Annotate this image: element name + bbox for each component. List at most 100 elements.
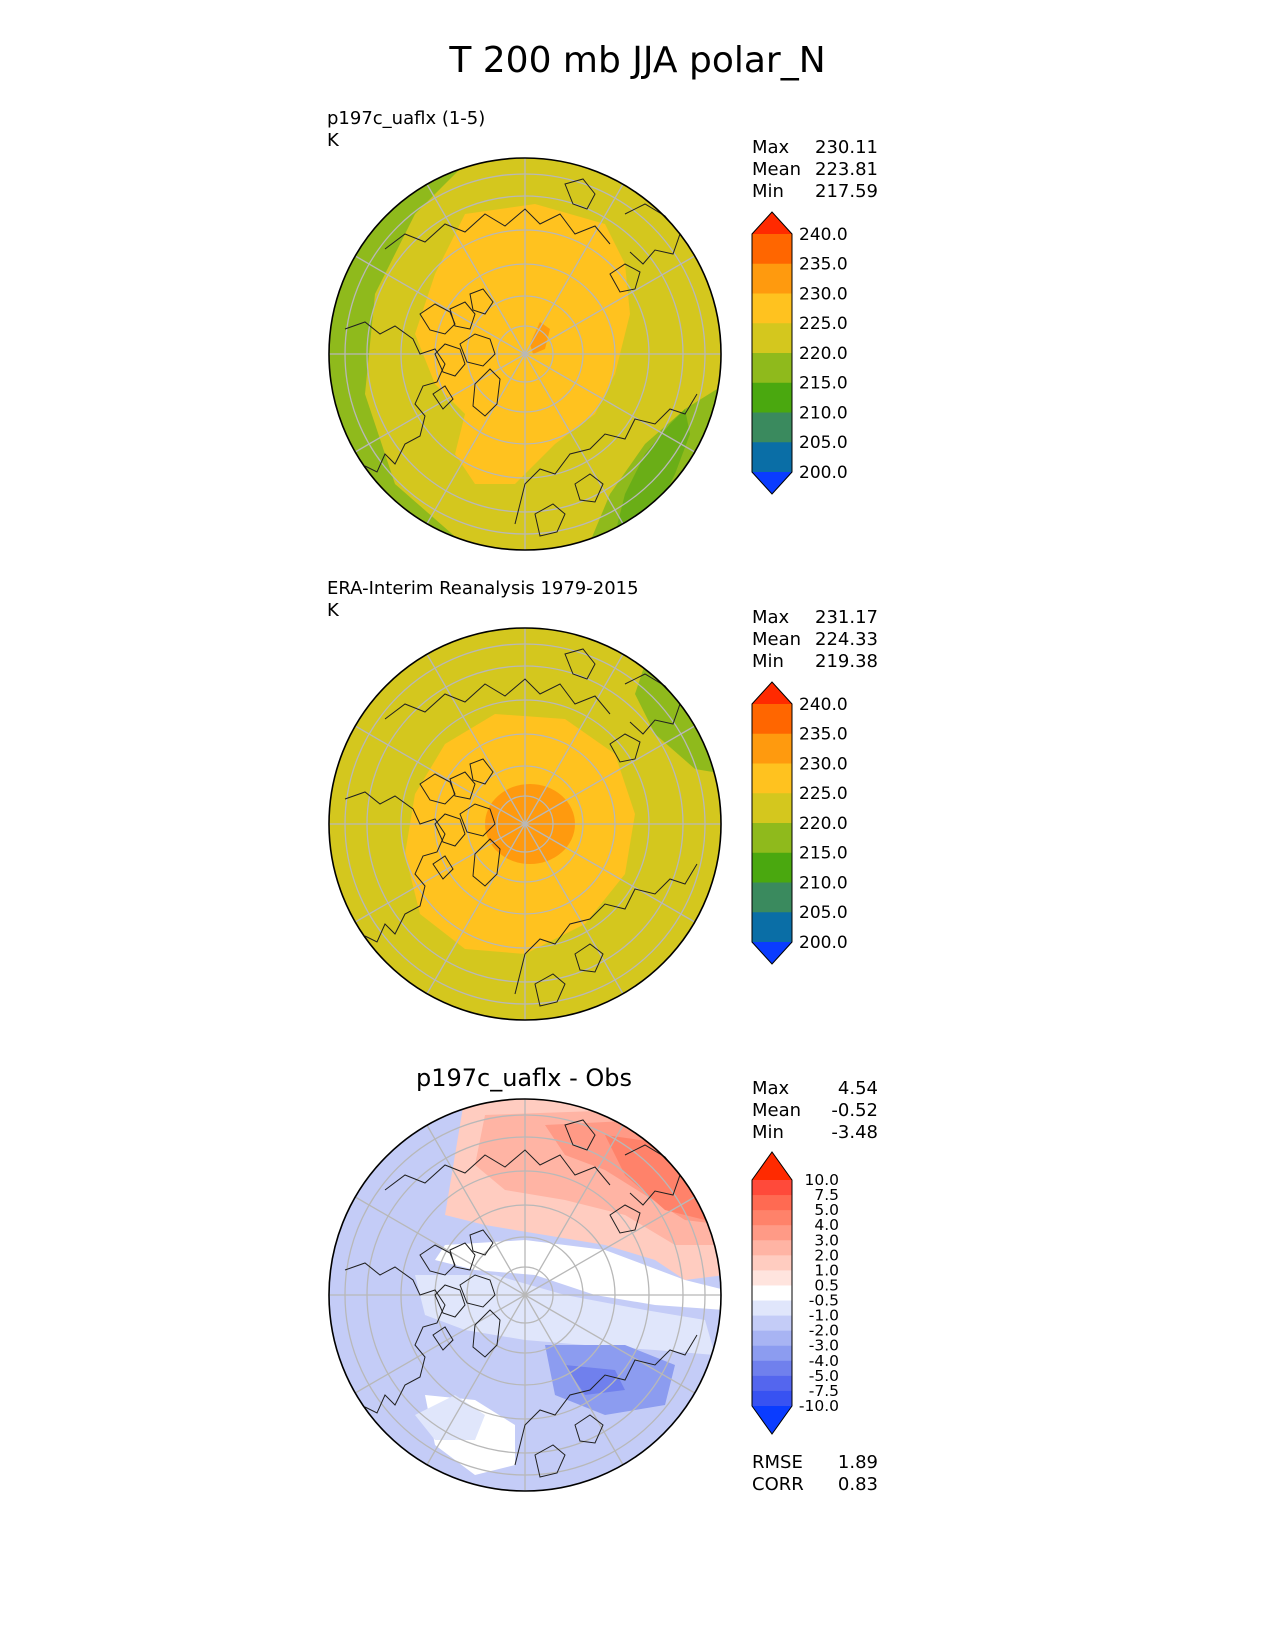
colorbar1-tick-label: 205.0	[799, 433, 848, 453]
colorbar1-segment	[752, 263, 792, 294]
colorbar1-extend-bottom	[752, 472, 792, 494]
colorbar1-tick-label: 230.0	[799, 284, 848, 304]
panel2-stats: Max 231.17 Mean 224.33 Min 219.38	[752, 607, 878, 673]
panel3-stat-mean: Mean -0.52	[752, 1100, 878, 1121]
colorbar1-segment	[752, 234, 792, 265]
colorbar3-tick-label: 3.0	[814, 1231, 839, 1249]
panel1-stat-max: Max 230.11	[752, 137, 878, 158]
graticule	[329, 628, 721, 1020]
colorbar3-extend-top	[752, 1152, 792, 1180]
colorbar2-segment	[752, 704, 792, 735]
colorbar3-segment	[752, 1345, 792, 1362]
colorbar2-tick-label: 200.0	[799, 933, 848, 953]
colorbar3-tick-label: -10.0	[799, 1397, 839, 1415]
colorbar3-tick-label: -3.0	[809, 1337, 839, 1355]
colorbar3-tick-label: 2.0	[814, 1246, 839, 1264]
field-225-230	[415, 204, 630, 484]
colorbar1-tick-label: 225.0	[799, 314, 848, 334]
colorbar2-segment	[752, 733, 792, 764]
colorbar2-extend-bottom	[752, 942, 792, 964]
colorbar1-extend-top	[752, 212, 792, 234]
colorbar2-tick-label: 220.0	[799, 814, 848, 834]
colorbar3-segment	[752, 1375, 792, 1392]
panel3-rmse: RMSE 1.89	[752, 1452, 878, 1473]
colorbar3-segment	[752, 1210, 792, 1226]
graticule	[329, 1099, 721, 1491]
panel2-colorbar: 240.0 235.0 230.0 225.0 220.0 215.0 210.0 205.0…	[751, 681, 848, 965]
panel1-polar-map	[328, 157, 722, 551]
coastlines	[344, 1119, 698, 1478]
colorbar3-tick-label: 10.0	[804, 1171, 839, 1189]
colorbar3-tick-label: 7.5	[814, 1186, 839, 1204]
panel3-polar-map	[328, 1098, 722, 1492]
colorbar1-tick-label: 215.0	[799, 374, 848, 394]
panel2-stat-mean: Mean 224.33	[752, 629, 878, 650]
panel3-colorbar: 10.07.55.04.03.02.01.00.5-0.5-1.0-2.0-3.…	[751, 1151, 839, 1435]
map-boundary	[328, 1098, 722, 1492]
colorbar2-tick-label: 235.0	[799, 725, 848, 745]
colorbar2-segment	[752, 823, 792, 854]
colorbar1-tick-label: 200.0	[799, 463, 848, 483]
colorbar3-segment	[752, 1240, 792, 1256]
colorbar1-segment	[752, 412, 792, 443]
colorbar2-segment	[752, 912, 792, 943]
colorbar3-tick-label: -7.5	[809, 1382, 839, 1400]
panel3-metrics: RMSE 1.89 CORR 0.83	[752, 1452, 878, 1496]
colorbar1-segment	[752, 353, 792, 384]
field-230-235	[530, 322, 550, 354]
colorbar1-tick-label: 210.0	[799, 403, 848, 423]
colorbar3-segment	[752, 1225, 792, 1241]
colorbar2-tick-label: 210.0	[799, 873, 848, 893]
panel1-case-name: p197c_uaflx (1-5)	[327, 108, 486, 129]
panel2-units: K	[327, 600, 339, 621]
colorbar1-segment	[752, 323, 792, 354]
panel1-units: K	[327, 130, 339, 151]
panel3-stat-max: Max 4.54	[752, 1078, 878, 1099]
colorbar3-tick-label: 1.0	[814, 1261, 839, 1279]
colorbar3-segment	[752, 1180, 792, 1196]
colorbar2-segment	[752, 763, 792, 794]
colorbar3-segment	[752, 1285, 792, 1302]
map-boundary	[328, 627, 722, 1021]
colorbar3-segment	[752, 1390, 792, 1407]
colorbar3-segment	[752, 1270, 792, 1286]
colorbar3-segment	[752, 1315, 792, 1332]
panel2-obs-name: ERA-Interim Reanalysis 1979-2015	[327, 578, 639, 599]
map-boundary	[328, 157, 722, 551]
panel2-stat-min: Min 219.38	[752, 651, 878, 672]
panel2-label: ERA-Interim Reanalysis 1979-2015 K	[327, 578, 639, 622]
panel3-corr: CORR 0.83	[752, 1474, 878, 1495]
colorbar1-segment	[752, 293, 792, 324]
colorbar2-tick-label: 230.0	[799, 754, 848, 774]
colorbar2-tick-label: 205.0	[799, 903, 848, 923]
colorbar1-segment	[752, 442, 792, 473]
colorbar2-tick-label: 240.0	[799, 695, 848, 715]
panel1-colorbar: 240.0 235.0 230.0 225.0 220.0 215.0 210.0 205.0…	[751, 211, 848, 495]
panel3-stats: Max 4.54 Mean -0.52 Min -3.48	[752, 1078, 878, 1144]
colorbar3-tick-label: -2.0	[809, 1322, 839, 1340]
coastlines	[344, 178, 698, 537]
colorbar2-segment	[752, 852, 792, 883]
field-4-5	[605, 1135, 715, 1220]
panel2-stat-max: Max 231.17	[752, 607, 878, 628]
panel1-label: p197c_uaflx (1-5) K	[327, 108, 485, 152]
colorbar3-tick-label: 4.0	[814, 1216, 839, 1234]
colorbar3-segment	[752, 1360, 792, 1377]
colorbar1-segment	[752, 382, 792, 413]
panel3-stat-min: Min -3.48	[752, 1122, 878, 1143]
panel1-stat-mean: Mean 223.81	[752, 159, 878, 180]
colorbar3-segment	[752, 1195, 792, 1211]
colorbar3-segment	[752, 1255, 792, 1271]
colorbar3-tick-label: 0.5	[814, 1276, 839, 1294]
colorbar3-segment	[752, 1330, 792, 1347]
colorbar3-tick-label: -0.5	[809, 1292, 839, 1310]
colorbar2-segment	[752, 882, 792, 913]
colorbar3-tick-label: -5.0	[809, 1367, 839, 1385]
colorbar1-tick-label: 240.0	[799, 225, 848, 245]
colorbar2-tick-label: 225.0	[799, 784, 848, 804]
colorbar3-tick-label: -1.0	[809, 1307, 839, 1325]
figure-title: T 200 mb JJA polar_N	[449, 40, 826, 81]
colorbar3-tick-label: 5.0	[814, 1201, 839, 1219]
panel1-stats: Max 230.11 Mean 223.81 Min 217.59	[752, 137, 878, 203]
panel1-stat-min: Min 217.59	[752, 181, 878, 202]
